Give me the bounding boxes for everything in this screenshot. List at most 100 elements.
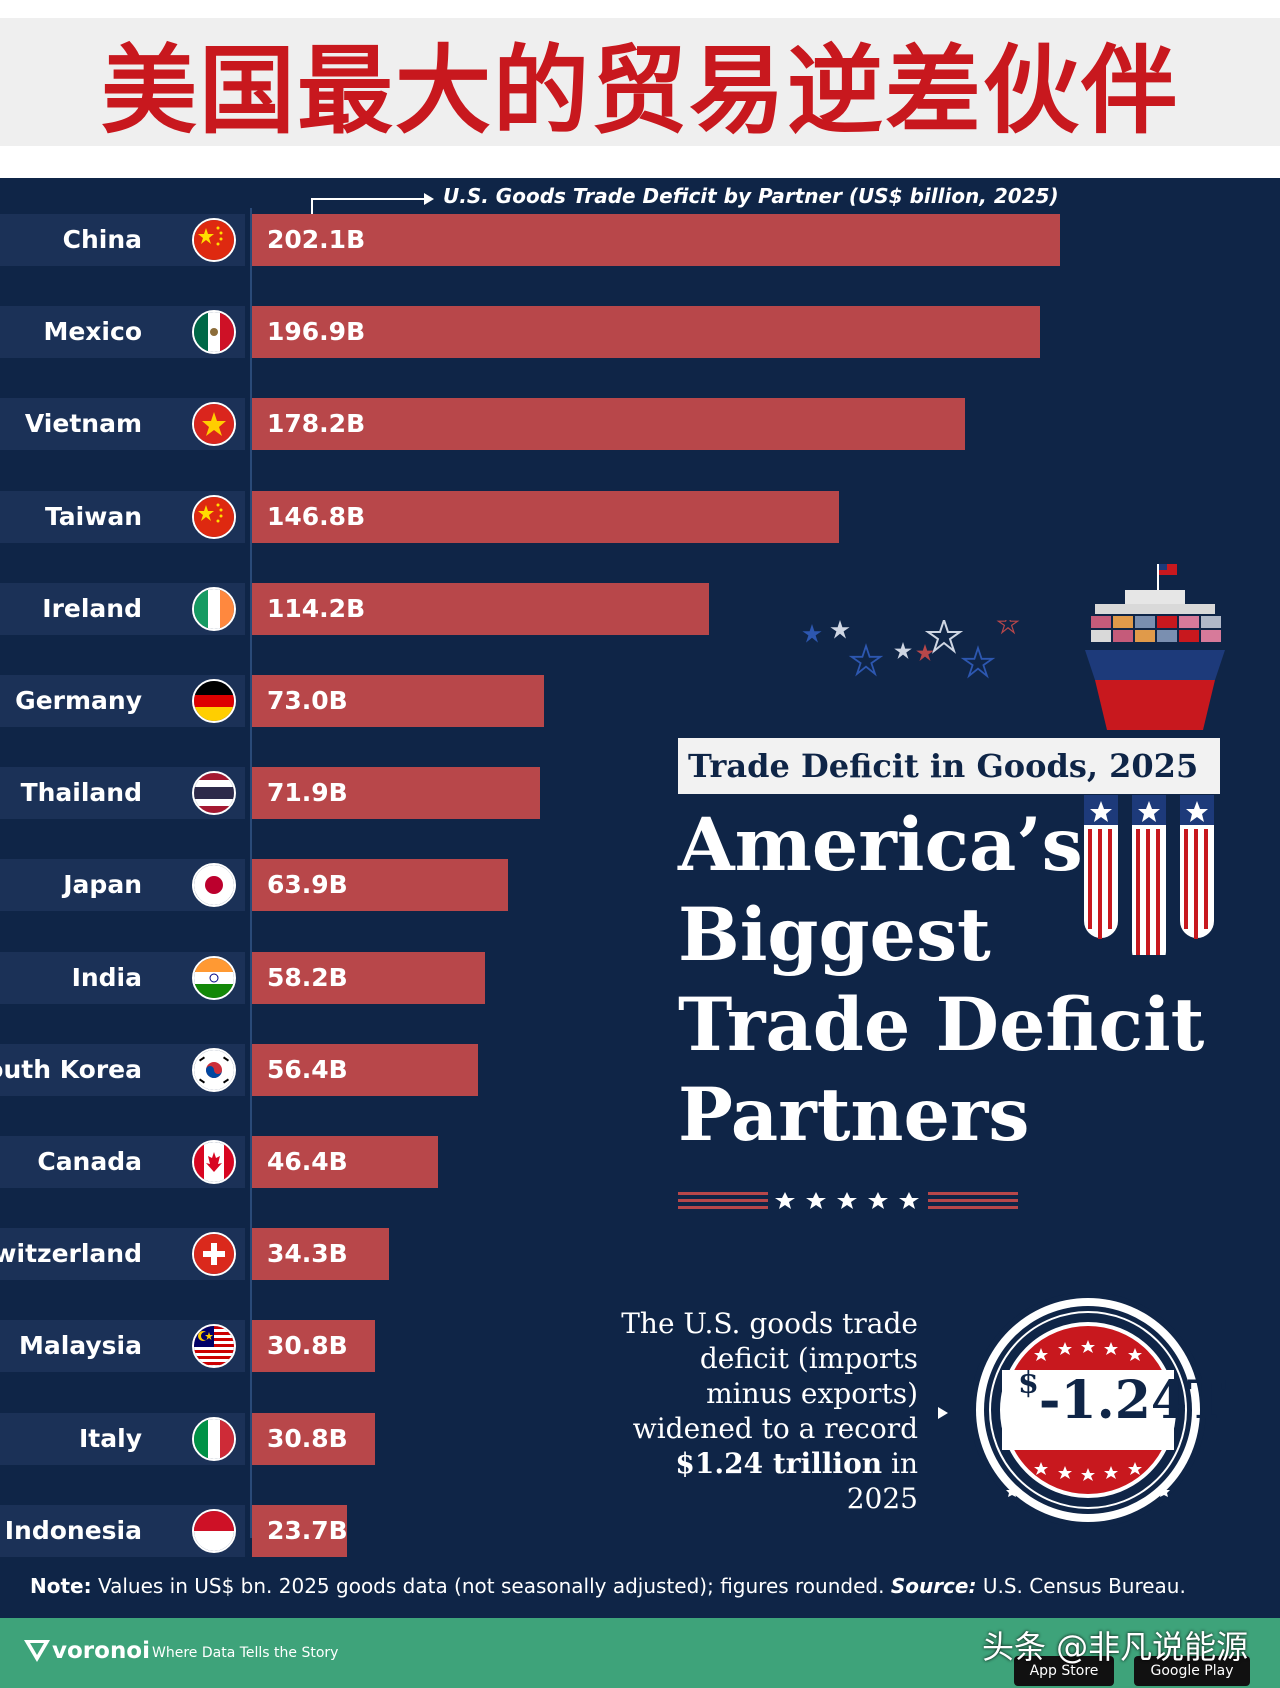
bar-value-label: 146.8B <box>267 502 366 531</box>
bar-value-label: 46.4B <box>267 1147 348 1176</box>
bar <box>252 859 508 911</box>
bar-value-label: 73.0B <box>267 686 348 715</box>
country-label: Switzerland <box>0 1239 142 1268</box>
app-store-badge[interactable]: App Store <box>1014 1656 1114 1686</box>
summary-in: in <box>882 1447 918 1480</box>
south-korea-flag-icon <box>192 1048 236 1092</box>
summary-arrow-icon <box>938 1407 948 1419</box>
bar-value-label: 196.9B <box>267 317 366 346</box>
cargo-ship-icon <box>1085 564 1225 730</box>
source-text: U.S. Census Bureau. <box>976 1574 1186 1598</box>
brand-tagline: Where Data Tells the Story <box>152 1645 339 1661</box>
bar <box>252 1320 375 1372</box>
country-label: Thailand <box>20 778 142 807</box>
bar <box>252 952 485 1004</box>
title-band: 美国最大的贸易逆差伙伴 <box>0 18 1280 147</box>
stars-divider-icon <box>678 1192 1018 1209</box>
bar-value-label: 63.9B <box>267 870 348 899</box>
china-flag-icon <box>192 218 236 262</box>
page-title: 美国最大的贸易逆差伙伴 <box>101 34 1179 147</box>
bar <box>252 1136 438 1188</box>
country-label: Malaysia <box>18 1331 142 1360</box>
bar-value-label: 114.2B <box>267 594 366 623</box>
country-label: Germany <box>15 686 142 715</box>
chart-title: U.S. Goods Trade Deficit by Partner (US$… <box>443 184 1059 208</box>
bar-value-label: 34.3B <box>267 1239 348 1268</box>
bar <box>252 583 709 635</box>
summary-line-2: deficit (imports <box>699 1342 918 1375</box>
caption-pointer-tick <box>311 198 313 216</box>
vietnam-flag-icon <box>192 402 236 446</box>
bar-value-label: 23.7B <box>267 1516 348 1545</box>
bar <box>252 1413 375 1465</box>
summary-strong: $1.24 trillion <box>675 1447 883 1480</box>
voronoi-logo-icon <box>24 1640 50 1662</box>
footnote: Note: Values in US$ bn. 2025 goods data … <box>30 1574 1186 1598</box>
canada-flag-icon <box>192 1140 236 1184</box>
bar-value-label: 58.2B <box>267 963 348 992</box>
total-deficit-value: $-1.24T <box>1018 1366 1226 1431</box>
bar <box>252 1228 389 1280</box>
flag-ribbons-icon <box>1084 795 1214 955</box>
india-flag-icon <box>192 956 236 1000</box>
summary-line-4: widened to a record <box>632 1412 918 1445</box>
country-label: Vietnam <box>24 409 142 438</box>
headline-line-3: Trade Deficit <box>678 982 1205 1068</box>
brand-name: voronoi <box>52 1638 150 1664</box>
total-badge-icon <box>970 1292 1206 1528</box>
bar <box>252 214 1060 266</box>
bar <box>252 675 544 727</box>
bar <box>252 491 839 543</box>
bar-value-label: 202.1B <box>267 225 366 254</box>
watermark: 头条 @非凡说能源 <box>982 1628 1249 1666</box>
country-label: Ireland <box>42 594 142 623</box>
deficit-summary: The U.S. goods trade deficit (imports mi… <box>600 1306 918 1516</box>
caption-pointer-line <box>311 198 429 200</box>
malaysia-flag-icon <box>192 1324 236 1368</box>
headline-line-4: Partners <box>678 1072 1030 1158</box>
italy-flag-icon <box>192 1417 236 1461</box>
mexico-flag-icon <box>192 310 236 354</box>
bar <box>252 767 540 819</box>
caption-arrow-icon <box>424 193 434 205</box>
germany-flag-icon <box>192 679 236 723</box>
total-dollar-sign: $ <box>1018 1366 1039 1401</box>
bar <box>252 306 1040 358</box>
ireland-flag-icon <box>192 587 236 631</box>
country-label: South Korea <box>0 1055 142 1084</box>
headline-line-1: America’s <box>678 802 1083 888</box>
bar-value-label: 71.9B <box>267 778 348 807</box>
bar <box>252 1505 347 1557</box>
summary-line-5: $1.24 trillion in <box>600 1446 918 1481</box>
bar-value-label: 30.8B <box>267 1331 348 1360</box>
japan-flag-icon <box>192 863 236 907</box>
country-label: Canada <box>37 1147 142 1176</box>
country-label: Taiwan <box>44 502 142 531</box>
bar-value-label: 30.8B <box>267 1424 348 1453</box>
note-text: Values in US$ bn. 2025 goods data (not s… <box>91 1574 891 1598</box>
summary-line-1: The U.S. goods trade <box>621 1307 918 1340</box>
country-label: Indonesia <box>4 1516 142 1545</box>
switzerland-flag-icon <box>192 1232 236 1276</box>
taiwan-flag-icon <box>192 495 236 539</box>
country-label: Mexico <box>43 317 142 346</box>
chart-axis-line <box>250 208 252 1538</box>
infographic-subtitle: Trade Deficit in Goods, 2025 <box>678 738 1220 794</box>
bar-value-label: 56.4B <box>267 1055 348 1084</box>
country-label: India <box>71 963 142 992</box>
summary-line-3: minus exports) <box>706 1377 918 1410</box>
source-label: Source: <box>890 1574 977 1598</box>
headline-line-2: Biggest <box>678 892 991 978</box>
summary-line-6: 2025 <box>846 1482 918 1515</box>
google-play-badge[interactable]: Google Play <box>1134 1656 1250 1686</box>
bar <box>252 1044 478 1096</box>
country-label: China <box>62 225 142 254</box>
stars-decoration-icon <box>802 620 1020 679</box>
total-value: -1.24T <box>1038 1370 1226 1431</box>
thailand-flag-icon <box>192 771 236 815</box>
indonesia-flag-icon <box>192 1509 236 1553</box>
bar-value-label: 178.2B <box>267 409 366 438</box>
note-label: Note: <box>30 1574 92 1598</box>
country-label: Italy <box>79 1424 142 1453</box>
country-label: Japan <box>63 870 142 899</box>
